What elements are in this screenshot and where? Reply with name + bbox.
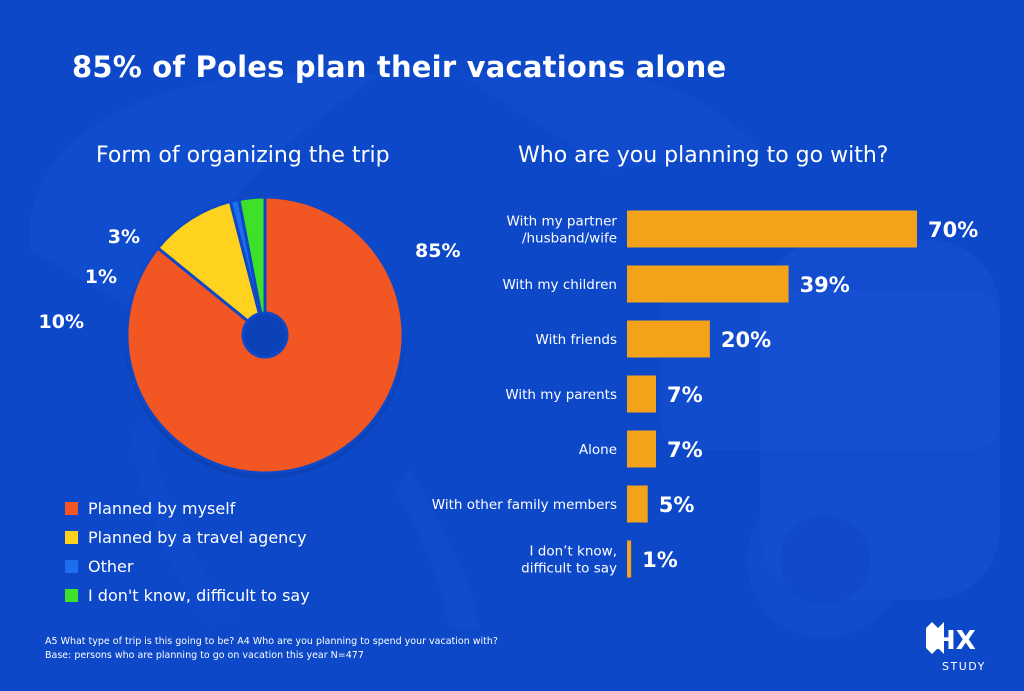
pie-slice-i-don-t-know-difficult-to-say bbox=[237, 195, 267, 316]
logo-sub: STUDY bbox=[942, 660, 986, 673]
legend-swatch bbox=[65, 502, 78, 515]
bar-category-label: With my partner/husband/wife bbox=[507, 214, 618, 247]
bar-value-label: 5% bbox=[659, 493, 695, 517]
bar-with-my-parents bbox=[627, 375, 656, 413]
bar-chart: With my partner/husband/wife 70% With my c… bbox=[432, 210, 978, 578]
pie-slice-planned-by-a-travel-agency bbox=[155, 199, 262, 324]
bar-alone bbox=[627, 430, 656, 468]
pie-value-label: 1% bbox=[85, 266, 117, 288]
legend-label: I don't know, difficult to say bbox=[88, 586, 310, 605]
bar-value-label: 39% bbox=[800, 273, 850, 297]
sun-burst-icon bbox=[926, 622, 944, 654]
pie-slice-planned-by-myself bbox=[125, 195, 405, 475]
bar-category-label: With my parents bbox=[505, 387, 617, 403]
legend-label: Other bbox=[88, 557, 134, 576]
legend-item-i-don-t-know-difficult-to-say: I don't know, difficult to say bbox=[65, 581, 310, 610]
bar-value-label: 7% bbox=[667, 438, 703, 462]
bar-category-label: I don’t know, difficult to say bbox=[521, 544, 617, 577]
pie-value-label: 85% bbox=[415, 240, 460, 262]
bar-chart-title: Who are you planning to go with? bbox=[518, 143, 889, 168]
legend-label: Planned by myself bbox=[88, 499, 236, 518]
bar-with-my-partner-husband-wife bbox=[627, 210, 917, 248]
hx-study-logo: HX STUDY bbox=[912, 612, 1002, 674]
footnote-base: Base: persons who are planning to go on … bbox=[45, 650, 364, 661]
infographic-title: 85% of Poles plan their vacations alone bbox=[72, 50, 727, 84]
bar-category-label: With friends bbox=[536, 332, 617, 348]
bar-value-label: 70% bbox=[928, 218, 978, 242]
pie-legend: Planned by myself Planned by a travel age… bbox=[65, 494, 310, 610]
pie-value-label: 10% bbox=[39, 311, 84, 333]
bar-category-label: With other family members bbox=[432, 497, 617, 513]
pie-chart: 85% 10% 1% 3% bbox=[39, 195, 460, 479]
legend-swatch bbox=[65, 589, 78, 602]
legend-item-other: Other bbox=[65, 552, 310, 581]
bar-value-label: 20% bbox=[721, 328, 771, 352]
legend-label: Planned by a travel agency bbox=[88, 528, 307, 547]
bar-category-label: With my children bbox=[502, 277, 617, 293]
bar-with-other-family-members bbox=[627, 485, 648, 523]
bar-category-label: Alone bbox=[579, 442, 617, 458]
hx-logo-mark: HX STUDY bbox=[926, 622, 986, 673]
pie-value-label: 3% bbox=[108, 226, 140, 248]
bar-i-don-t-know-difficult-to-say bbox=[627, 540, 632, 578]
legend-item-planned-by-a-travel-agency: Planned by a travel agency bbox=[65, 523, 310, 552]
bar-with-my-children bbox=[627, 265, 789, 303]
legend-swatch bbox=[65, 560, 78, 573]
bar-value-label: 1% bbox=[642, 548, 678, 572]
bar-with-friends bbox=[627, 320, 710, 358]
legend-swatch bbox=[65, 531, 78, 544]
footnote: A5 What type of trip is this going to be… bbox=[45, 635, 498, 663]
bar-value-label: 7% bbox=[667, 383, 703, 407]
legend-item-planned-by-myself: Planned by myself bbox=[65, 494, 310, 523]
footnote-questions: A5 What type of trip is this going to be… bbox=[45, 636, 498, 647]
pie-chart-title: Form of organizing the trip bbox=[96, 143, 390, 168]
logo-brand: HX bbox=[934, 626, 976, 656]
